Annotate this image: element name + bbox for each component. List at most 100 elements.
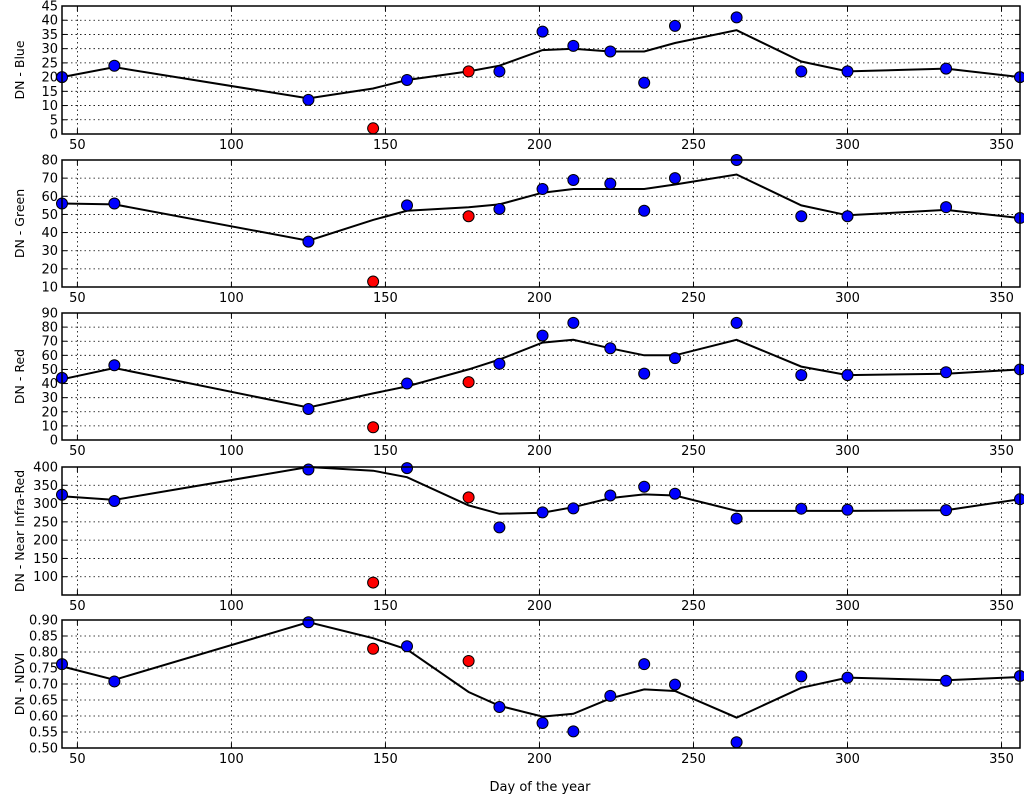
plot-frame xyxy=(61,312,1021,441)
x-tick-label: 150 xyxy=(373,599,398,614)
series-line xyxy=(61,338,1021,409)
x-tick-label: 300 xyxy=(835,599,860,614)
y-tick-label: 20 xyxy=(41,405,58,420)
data-point-blue xyxy=(668,172,681,185)
data-point-red xyxy=(367,275,380,288)
y-tick-label: 400 xyxy=(33,461,58,476)
x-tick-label: 100 xyxy=(219,291,244,306)
x-tick-label: 100 xyxy=(219,138,244,153)
x-tick-label: 350 xyxy=(989,599,1014,614)
data-point-red xyxy=(367,122,380,135)
data-point-blue xyxy=(493,202,506,215)
data-point-blue xyxy=(108,495,121,508)
x-tick-label: 300 xyxy=(835,752,860,767)
x-tick-label: 300 xyxy=(835,444,860,459)
data-point-blue xyxy=(638,367,651,380)
x-tick-label: 350 xyxy=(989,138,1014,153)
x-tick-label: 200 xyxy=(527,291,552,306)
x-tick-label: 350 xyxy=(989,752,1014,767)
data-point-blue xyxy=(108,675,121,688)
y-tick-label: 20 xyxy=(41,71,58,86)
y-tick-label: 80 xyxy=(41,321,58,336)
chart-panels: 50 100 150 200 250 300 350051015202530354045DN… xyxy=(12,0,1024,767)
y-tick-label: 60 xyxy=(41,349,58,364)
x-tick-label: 100 xyxy=(219,599,244,614)
y-tick-label: 10 xyxy=(41,99,58,114)
y-tick-label: 35 xyxy=(41,28,58,43)
data-point-blue xyxy=(493,521,506,534)
y-axis-label-blue: DN - Blue xyxy=(12,40,27,99)
y-tick-label: 10 xyxy=(41,281,58,296)
data-point-blue xyxy=(841,671,854,684)
x-tick-label: 200 xyxy=(527,444,552,459)
data-point-blue xyxy=(730,736,743,749)
data-point-blue xyxy=(795,210,808,223)
data-point-blue xyxy=(604,689,617,702)
data-point-red xyxy=(462,654,475,667)
y-tick-label: 0.50 xyxy=(29,742,58,757)
data-point-blue xyxy=(730,316,743,329)
y-tick-label: 0 xyxy=(50,128,58,143)
series-line xyxy=(61,621,1021,719)
data-point-blue xyxy=(638,204,651,217)
data-point-blue xyxy=(536,506,549,519)
y-axis-label-red: DN - Red xyxy=(12,349,27,404)
y-tick-label: 45 xyxy=(41,0,58,15)
x-tick-label: 250 xyxy=(681,599,706,614)
series-line xyxy=(61,29,1021,100)
y-tick-label: 30 xyxy=(41,42,58,57)
data-point-blue xyxy=(940,366,953,379)
data-point-blue xyxy=(795,670,808,683)
data-point-blue xyxy=(638,658,651,671)
y-tick-label: 80 xyxy=(41,154,58,169)
data-point-blue xyxy=(668,352,681,365)
x-tick-label: 50 xyxy=(69,138,86,153)
series-line xyxy=(61,173,1021,242)
data-point-blue xyxy=(841,503,854,516)
x-tick-label: 50 xyxy=(69,752,86,767)
data-point-blue xyxy=(795,65,808,78)
data-point-blue xyxy=(302,93,315,106)
y-axis-label-ndvi: DN - NDVI xyxy=(12,653,27,715)
data-point-red xyxy=(462,210,475,223)
y-tick-label: 40 xyxy=(41,226,58,241)
y-tick-label: 40 xyxy=(41,14,58,29)
data-point-blue xyxy=(567,173,580,186)
data-point-blue xyxy=(940,62,953,75)
x-tick-label: 150 xyxy=(373,752,398,767)
y-tick-label: 50 xyxy=(41,208,58,223)
y-tick-label: 70 xyxy=(41,335,58,350)
data-point-blue xyxy=(940,504,953,517)
data-point-red xyxy=(367,576,380,589)
x-tick-label: 200 xyxy=(527,752,552,767)
y-tick-label: 10 xyxy=(41,419,58,434)
data-point-red xyxy=(367,421,380,434)
data-point-blue xyxy=(668,678,681,691)
y-tick-label: 15 xyxy=(41,85,58,100)
panel-red: 50 100 150 200 250 300 3500102030405060708090D… xyxy=(12,307,1024,459)
y-tick-label: 5 xyxy=(50,113,58,128)
y-tick-label: 30 xyxy=(41,391,58,406)
data-point-blue xyxy=(841,369,854,382)
data-point-blue xyxy=(536,717,549,730)
y-tick-label: 0.80 xyxy=(29,646,58,661)
data-point-blue xyxy=(493,357,506,370)
panel-nir: 50 100 150 200 250 300 350 100 150 200 250 300 350 40… xyxy=(12,461,1024,614)
data-point-blue xyxy=(841,65,854,78)
data-point-blue xyxy=(841,210,854,223)
data-point-blue xyxy=(940,201,953,214)
y-tick-label: 0.70 xyxy=(29,678,58,693)
x-tick-label: 200 xyxy=(527,138,552,153)
data-point-blue xyxy=(536,329,549,342)
data-point-blue xyxy=(567,725,580,738)
data-point-blue xyxy=(730,11,743,24)
x-tick-label: 300 xyxy=(835,291,860,306)
data-point-blue xyxy=(536,25,549,38)
data-point-blue xyxy=(401,462,414,475)
y-tick-label: 0.60 xyxy=(29,710,58,725)
data-point-red xyxy=(462,491,475,504)
x-tick-label: 150 xyxy=(373,444,398,459)
y-tick-label: 200 xyxy=(33,534,58,549)
